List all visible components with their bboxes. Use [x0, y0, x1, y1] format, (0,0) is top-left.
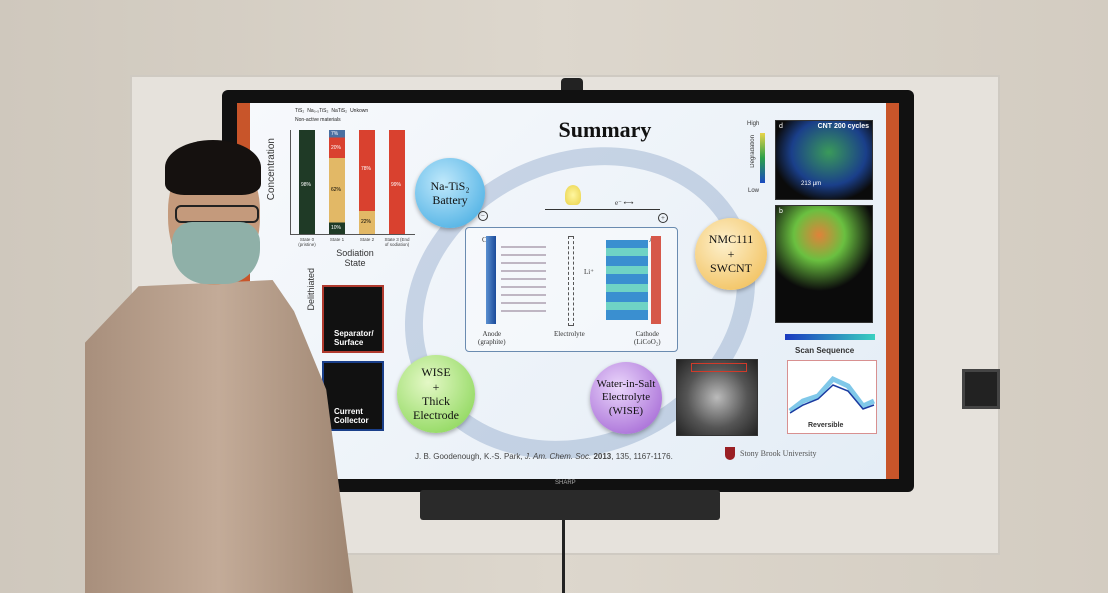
x-tick-label: State 0 (pristine) [298, 237, 316, 247]
y-axis-label: Concentration [266, 138, 277, 201]
university-logo-text: Stony Brook University [740, 449, 817, 458]
water-in-salt-bubble: Water-in-Salt Electrolyte (WISE) [590, 362, 662, 434]
slide-title: Summary [558, 117, 652, 142]
legend-item: Unkown [350, 108, 369, 114]
legend-item: Non-active materials [295, 117, 341, 123]
cathode-label: Cathode (LiCoO₂) [634, 330, 661, 346]
tv-brand: SHARP [555, 480, 576, 486]
electron-label: e⁻ ⟷ [615, 199, 634, 207]
plot-area: 98% 7% 20% 62% 10% 78% 22% 99% State 0 (… [290, 130, 415, 247]
bar: 99% [389, 130, 405, 234]
li-label: Li⁺ [584, 268, 594, 276]
tv-stand [420, 490, 720, 520]
cnt-3d-image: d CNT 200 cycles 213 µm [775, 120, 873, 200]
minus-terminal: − [478, 211, 488, 221]
bar: 7% 20% 62% 10% [329, 130, 345, 234]
degradation-colorbar [760, 133, 765, 183]
electrolyte-label: Electrolyte [554, 330, 585, 338]
slide-edge [885, 103, 899, 479]
scan-sequence-label: Scan Sequence [795, 346, 855, 355]
presenter-hair [165, 140, 261, 195]
bar: 98% [299, 130, 315, 234]
x-tick-label: State 1 [329, 237, 345, 242]
x-tick-label: State 3 (End of sodiation) [384, 237, 410, 247]
legend-item: TiS₂ [295, 108, 305, 114]
x-tick-label: State 2 [359, 237, 375, 242]
nmc-swcnt-bubble: NMC111 + SWCNT [695, 218, 767, 290]
circuit-wire [545, 209, 660, 210]
legend-item: NaTiS₂ [331, 108, 348, 114]
particle-map-image: b [775, 205, 873, 323]
cathode-lattice [606, 240, 648, 320]
battery-cell-diagram: Cu Al Li⁺ Anode(graphite) Electrolyte Ca… [465, 227, 678, 352]
anode-plate [486, 236, 496, 324]
x-axis-label: Sodiation State [336, 248, 374, 268]
degradation-label: Degradation [750, 135, 756, 168]
glasses [175, 205, 259, 223]
electrode-micrograph [676, 359, 758, 436]
cathode-plate [651, 236, 661, 324]
spectra-lines [788, 375, 876, 414]
low-label: Low [748, 188, 760, 194]
citation: J. B. Goodenough, K.-S. Park, J. Am. Che… [415, 452, 673, 461]
legend-item: Na₀.₅TiS₂ [307, 108, 329, 114]
sodiation-chart: TiS₂ Na₀.₅TiS₂ NaTiS₂ Unkown Non-active … [255, 108, 420, 268]
face-mask [172, 222, 260, 284]
anode-label: Anode (graphite) [478, 330, 506, 346]
plus-terminal: + [658, 213, 668, 223]
stony-brook-shield-icon [725, 447, 735, 460]
separator [568, 236, 574, 326]
scan-colorbar [785, 334, 875, 340]
na-tis2-bubble: Na-TiS₂ Battery [415, 158, 485, 228]
delithiated-label: Delithiated [306, 268, 316, 311]
cable [562, 520, 565, 593]
graphite-layers [501, 243, 546, 318]
lightbulb-icon [565, 185, 581, 205]
collector-image: Current Collector [322, 361, 384, 431]
reversible-plot: Reversible [787, 360, 877, 434]
wall-switch [962, 369, 1000, 409]
wise-thick-bubble: WISE + Thick Electrode [397, 355, 475, 433]
separator-image: Separator/ Surface [322, 285, 384, 353]
bar: 78% 22% [359, 130, 375, 234]
presentation-slide: Summary TiS₂ Na₀.₅TiS₂ NaTiS₂ Unkown Non… [250, 103, 886, 479]
high-label: High [747, 121, 760, 127]
